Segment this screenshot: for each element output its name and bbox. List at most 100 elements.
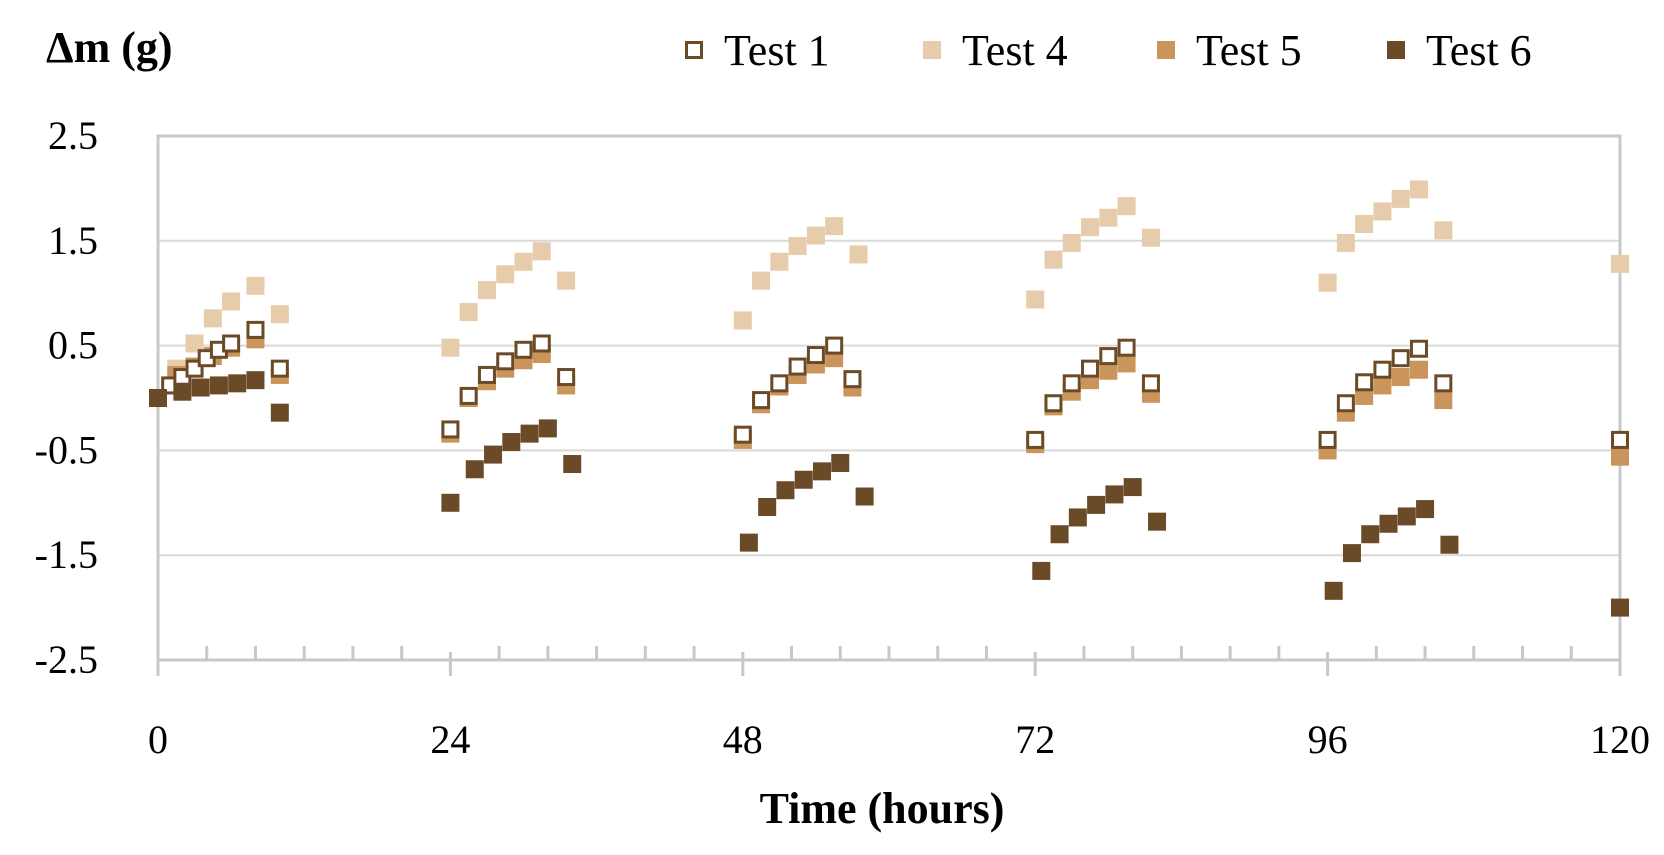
point-test-4: [496, 265, 515, 284]
point-test-4: [825, 217, 844, 236]
point-test-1: [770, 374, 789, 393]
point-test-1: [514, 340, 533, 359]
point-test-1: [441, 420, 460, 439]
point-test-6: [441, 493, 460, 512]
point-test-6: [1050, 525, 1069, 544]
point-test-6: [149, 389, 167, 407]
point-test-6: [1342, 544, 1361, 563]
point-test-1: [532, 334, 551, 353]
y-axis-tick-labels: 2.5 1.5 0.5 -0.5 -1.5 -2.5: [35, 113, 98, 682]
point-test-4: [203, 309, 222, 328]
point-test-4: [459, 303, 478, 322]
point-test-6: [484, 445, 503, 464]
legend-label-test-5: Test 5: [1196, 26, 1302, 75]
point-test-4: [270, 305, 289, 324]
point-test-5: [1099, 361, 1118, 380]
x-tick-label: 24: [430, 717, 470, 762]
point-test-6: [502, 433, 521, 452]
point-test-1: [1391, 349, 1410, 368]
point-test-1: [825, 336, 844, 355]
point-test-1: [1081, 359, 1100, 378]
point-test-1: [1409, 339, 1428, 358]
point-test-4: [557, 271, 576, 290]
point-test-1: [843, 370, 862, 389]
point-test-6: [855, 487, 874, 506]
legend-item-test-1: Test 1: [685, 26, 830, 75]
point-test-6: [1397, 507, 1416, 526]
point-test-6: [776, 481, 795, 500]
x-axis-ticks: [156, 646, 1622, 676]
point-test-1: [1117, 338, 1136, 357]
point-test-4: [752, 271, 771, 290]
point-test-6: [831, 453, 850, 472]
point-test-6: [1068, 508, 1087, 527]
point-test-6: [758, 497, 777, 516]
x-tick-label: 96: [1308, 717, 1348, 762]
point-test-5: [1117, 354, 1136, 373]
point-test-4: [1026, 290, 1045, 309]
point-test-1: [806, 346, 825, 365]
point-test-6: [1416, 500, 1435, 519]
series-test-1: [149, 320, 1629, 449]
x-tick-label: 72: [1015, 717, 1055, 762]
point-test-4: [1409, 180, 1428, 199]
point-test-4: [849, 245, 868, 264]
point-test-4: [532, 242, 551, 261]
x-tick-label: 0: [148, 717, 168, 762]
plot-frame: [156, 134, 1622, 662]
point-test-4: [1099, 208, 1118, 227]
point-test-4: [514, 252, 533, 271]
point-test-4: [770, 252, 789, 271]
point-test-1: [1318, 430, 1337, 449]
point-test-6: [1361, 525, 1380, 544]
point-test-6: [191, 378, 210, 397]
point-test-5: [1373, 376, 1392, 395]
point-test-5: [1391, 368, 1410, 387]
point-test-1: [459, 386, 478, 405]
point-test-6: [1087, 495, 1106, 514]
point-test-1: [1611, 430, 1629, 449]
grid-lines: [158, 135, 1620, 661]
point-test-4: [1355, 215, 1374, 234]
point-test-1: [788, 357, 807, 376]
point-test-6: [1379, 514, 1398, 533]
point-test-4: [1318, 273, 1337, 292]
point-test-1: [1373, 360, 1392, 379]
point-test-1: [1141, 374, 1160, 393]
legend-marker-test-6: [1387, 41, 1405, 59]
legend-item-test-5: Test 5: [1157, 26, 1302, 75]
y-tick-label: -1.5: [35, 532, 98, 577]
point-test-4: [1062, 233, 1081, 252]
point-test-4: [477, 281, 496, 300]
point-test-1: [1026, 430, 1045, 449]
x-tick-label: 120: [1590, 717, 1650, 762]
point-test-4: [246, 276, 265, 295]
point-test-6: [1440, 535, 1459, 554]
legend-marker-test-5: [1157, 41, 1175, 59]
legend-marker-test-1: [685, 41, 703, 59]
point-test-4: [1434, 221, 1453, 240]
point-test-6: [1123, 478, 1142, 497]
point-test-6: [1148, 512, 1167, 531]
point-test-6: [270, 403, 289, 422]
point-test-4: [788, 237, 807, 256]
point-test-4: [733, 311, 752, 330]
legend: Test 1 Test 4 Test 5 Test 6: [685, 26, 1532, 75]
y-tick-label: 2.5: [48, 113, 98, 158]
point-test-1: [752, 391, 771, 410]
point-test-1: [1099, 347, 1118, 366]
point-test-4: [1391, 189, 1410, 208]
x-axis-title: Time (hours): [760, 784, 1005, 833]
point-test-4: [222, 292, 241, 311]
point-test-6: [1611, 598, 1629, 617]
point-test-5: [1409, 360, 1428, 379]
point-test-6: [1324, 581, 1343, 600]
point-test-1: [246, 320, 265, 339]
point-test-4: [185, 334, 204, 353]
point-test-6: [465, 460, 484, 479]
point-test-4: [806, 226, 825, 245]
series-test-4: [167, 180, 1629, 378]
point-test-5: [1355, 386, 1374, 405]
point-test-4: [441, 338, 460, 357]
point-test-4: [1373, 202, 1392, 221]
